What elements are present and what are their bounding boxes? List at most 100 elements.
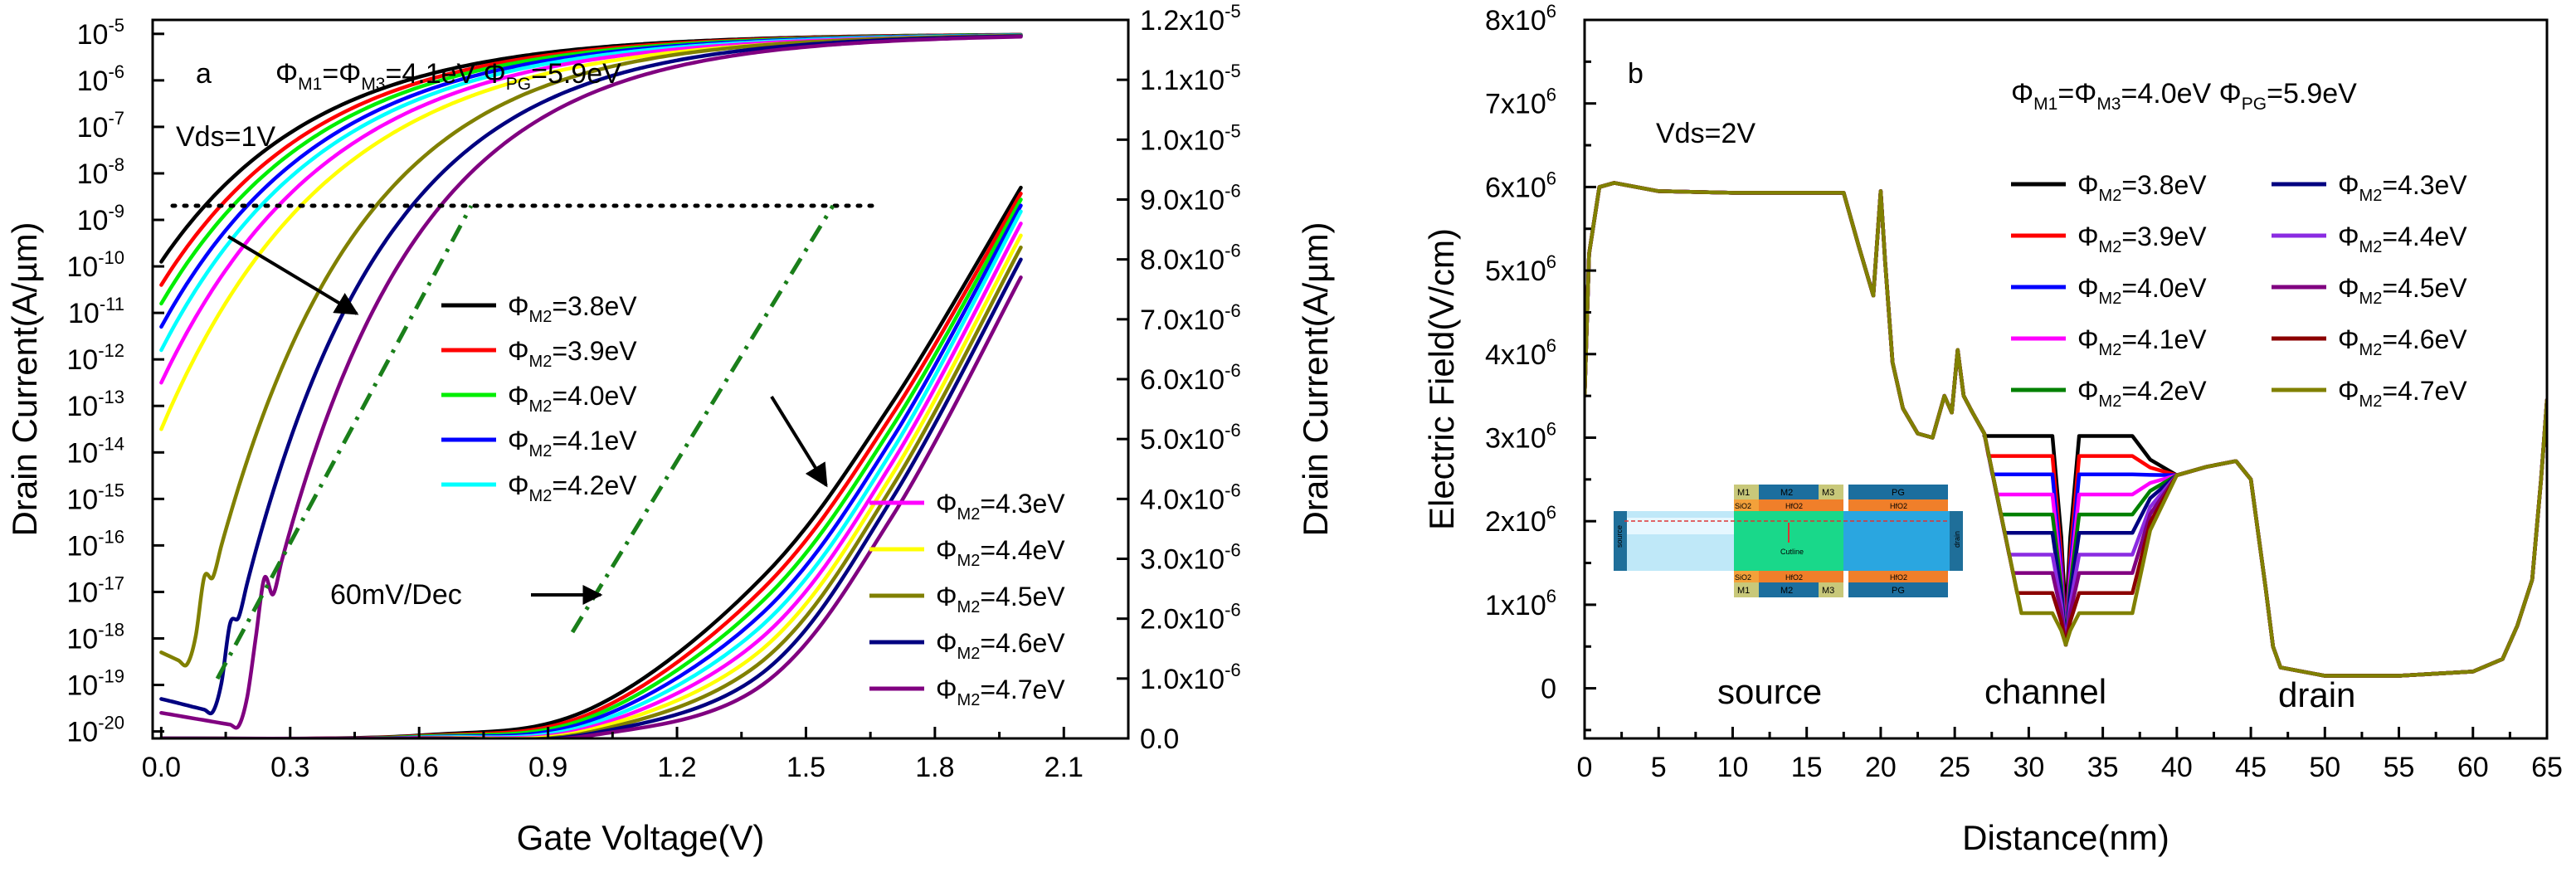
panel-a-lin-curve [159,209,1023,738]
panel-a-xtick-label: 1.2 [657,752,696,783]
panel-b-legend-label: ΦM2=3.8eV [2077,170,2207,205]
inset-oxide-sio2-bottom [1734,571,1759,582]
panel-b-legend-label-sub: M2 [2359,341,2383,359]
panel-b-legend-label: ΦM2=4.0eV [2077,273,2207,308]
panel-a-y2tick-label: 1.2x10-5 [1140,1,1241,37]
panel-a-legend-label-symbol: Φ [936,675,957,704]
panel-a-xtick-label: 0.6 [400,752,439,783]
panel-a-y2tick-label: 9.0x10-6 [1140,181,1241,217]
panel-a-ytick-label-base: 10 [66,623,98,655]
panel-a-y2tick-label: 1.0x10-5 [1140,120,1241,156]
panel-b-legend-label: ΦM2=4.5eV [2338,273,2467,308]
panel-a-legend-label: ΦM2=3.8eV [508,291,637,326]
panel-a-ytick-label: 10-16 [66,526,124,562]
panel-b-legend-label: ΦM2=4.3eV [2338,170,2467,205]
panel-a-ytick-label: 10-11 [68,294,124,329]
panel-b-legend-label: ΦM2=4.2eV [2077,376,2207,411]
inset-gate-pg-bottom [1848,582,1948,597]
panel-a-xtick-label: 0.3 [270,752,309,783]
inset-oxide-hfo2-bottom-pg-label: HfO2 [1890,573,1907,582]
panel-b-legend-label-symbol: Φ [2077,222,2099,251]
panel-b-ytick-label-base: 5x10 [1485,256,1546,287]
panel-a-legend-label-value: =4.3eV [980,489,1065,519]
panel-b-legend-label-sub: M2 [2099,392,2122,411]
panel-a-ytick-label: 10-12 [66,340,124,376]
panel-a-ytick-label: 10-19 [66,666,124,702]
panel-a-legend-label-sub: M2 [957,691,981,709]
panel-a-slope-line-log [215,204,474,680]
panel-a-legend-label-symbol: Φ [508,291,529,321]
panel-b-ytick-label-exp: 6 [1546,335,1556,356]
panel-a-legend-label-sub: M2 [529,487,553,505]
panel-a-ylabel: Drain Current(A/µm) [5,222,44,537]
panel-b: 0 5 10 15 20 25 30 35 40 45 50 55 60 6501x1062x1063x1… [1422,1,2563,857]
panel-a-ytick-label: 10-7 [77,108,124,144]
panel-b-legend-label: ΦM2=3.9eV [2077,222,2207,256]
inset-drain-label: drain [1953,531,1961,548]
panel-a-ytick-label: 10-10 [66,247,124,283]
panel-a-y2tick-label-base: 1.1x10 [1140,65,1225,96]
panel-a-slope-label: 60mV/Dec [330,579,462,611]
panel-a-ytick-label: 10-8 [77,154,124,190]
panel-b-ytick-label-exp: 6 [1546,418,1556,439]
panel-a-ytick-label: 10-6 [77,61,124,97]
panel-b-region-drain: drain [2278,675,2355,714]
panel-a-lin-curve [159,222,1023,738]
panel-a-log-curve [159,35,1023,730]
inset-oxide-sio2-top-label: SiO2 [1735,502,1751,510]
panel-b-legend-label-sub: M2 [2099,187,2122,205]
inset-gate-m2-bottom [1759,582,1819,597]
panel-a-lin-curve [159,245,1023,738]
panel-a-y2tick-label-base: 6.0x10 [1140,364,1225,396]
inset-gate-m3-bottom [1819,582,1843,597]
panel-a-bias: Vds=1V [176,121,275,153]
panel-a-legend-label: ΦM2=4.1eV [508,426,637,460]
panel-a-legend-label: ΦM2=4.3eV [936,489,1065,524]
panel-a-ytick-label-base: 10 [77,66,109,97]
panel-a-ytick-label-exp: -13 [98,387,124,407]
panel-a-ytick-label: 10-17 [66,572,124,608]
panel-b-ytick-label-base: 1x10 [1485,590,1546,621]
panel-b-xlabel: Distance(nm) [1962,818,2169,857]
panel-a-ytick-label-base: 10 [77,205,109,236]
panel-b-legend-label: ΦM2=4.1eV [2077,324,2207,359]
panel-a-legend-label-sub: M2 [957,598,981,616]
panel-b-xtick-label: 50 [2309,752,2340,783]
panel-a-y2tick-label-base: 7.0x10 [1140,304,1225,336]
inset-oxide-hfo2-bottom-label: HfO2 [1785,573,1803,582]
panel-a-lin-curve [159,275,1023,738]
panel-b-legend-label-symbol: Φ [2338,273,2359,303]
inset-gate-m2-top-label: M2 [1780,488,1793,498]
panel-a-legend: ΦM2=3.8eVΦM2=3.9eVΦM2=4.0eVΦM2=4.1eVΦM2=… [441,291,1065,709]
panel-a-legend-label-symbol: Φ [936,628,957,658]
panel-b-legend-label-symbol: Φ [2077,170,2099,200]
panel-a-legend-label: ΦM2=4.6eV [936,628,1065,663]
panel-a-legend-label-value: =4.7eV [980,675,1065,704]
panel-a-lin-curve [159,203,1023,738]
panel-a-y2tick-label-base: 0.0 [1140,723,1179,755]
inset-gate-m3-top-label: M3 [1822,488,1834,498]
panel-b-xtick-label: 30 [2013,752,2044,783]
panel-a-y2tick-label: 8.0x10-6 [1140,241,1241,276]
panel-a-ytick-label-exp: -9 [108,201,124,222]
panel-b-xtick-label: 25 [1939,752,1970,783]
panel-b-xtick-label: 20 [1865,752,1897,783]
inset-oxide-sio2-bottom-label: SiO2 [1735,573,1751,582]
panel-b-ytick-label: 2x106 [1485,502,1556,538]
panel-b-ytick-label-base: 7x10 [1485,89,1546,120]
panel-a-y2tick-label: 3.0x10-6 [1140,540,1241,576]
panel-a-y2tick-label-base: 1.2x10 [1140,5,1225,37]
panel-b-xtick-label: 0 [1577,752,1593,783]
panel-b-legend: ΦM2=3.8eVΦM2=3.9eVΦM2=4.0eVΦM2=4.1eVΦM2=… [2011,170,2467,411]
panel-a-xtick-label: 1.8 [915,752,954,783]
panel-a-legend-label-sub: M2 [529,353,553,371]
panel-a-y2tick-label-base: 5.0x10 [1140,424,1225,455]
device-inset: source drain Cutline M1 M2 M3 PG SiO2 Hf… [1614,485,1963,597]
panel-a-legend-label-value: =4.4eV [980,535,1065,565]
panel-b-ytick-label: 7x106 [1485,85,1556,120]
panel-b-field-curve [1585,181,2547,678]
panel-b-legend-label-value: =4.3eV [2382,170,2467,200]
panel-b-xtick-label: 5 [1651,752,1667,783]
panel-a-y2tick-label: 6.0x10-6 [1140,360,1241,396]
panel-a-legend-label-symbol: Φ [508,470,529,500]
